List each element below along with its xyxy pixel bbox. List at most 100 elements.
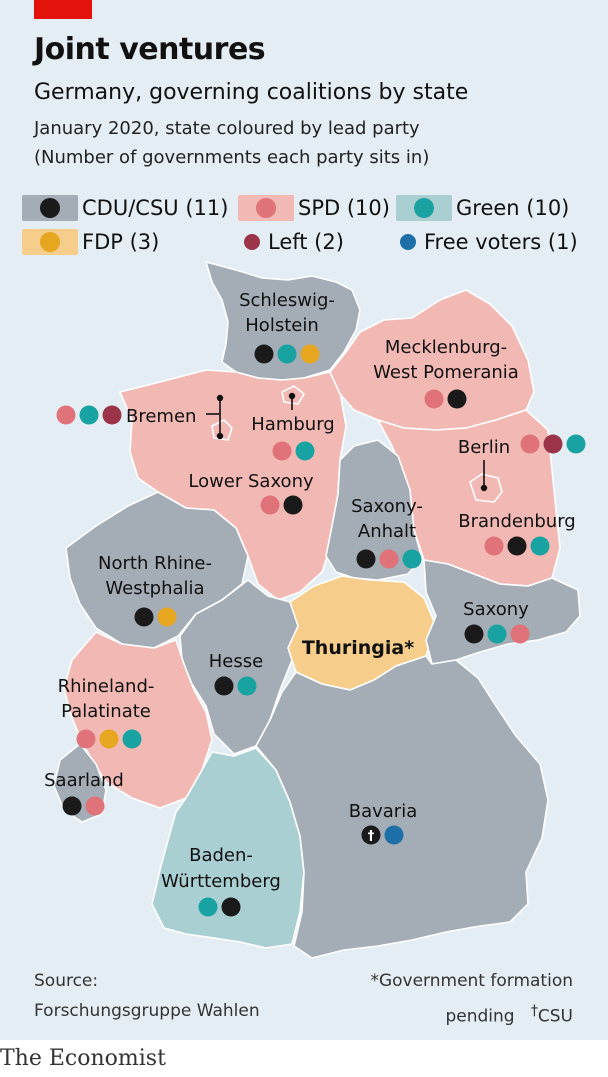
party-dot-saxony-green [487,624,507,644]
party-dot-bremen-green [79,405,99,425]
label-hamburg: Hamburg [251,414,334,435]
state-bavaria [255,655,549,959]
legend-label-cdu: CDU/CSU (11) [82,196,229,220]
label-saxony-anhalt-1: Saxony- [351,496,423,517]
party-dot-schleswig-holstein-fdp [300,344,320,364]
legend-item-green: Green (10) [396,194,569,222]
legend-dot-free-voters [400,234,416,250]
label-schleswig-holstein-1: Schleswig- [239,290,335,311]
state-saxony [423,559,581,665]
csu-dagger-mark: † [368,829,375,844]
legend-item-cdu: CDU/CSU (11) [22,194,228,222]
brand-logo: The Economist [0,1046,166,1071]
party-dot-saxony-anhalt-cdu [356,549,376,569]
germany-map: Schleswig- Holstein Mecklenburg- West Po… [44,261,586,959]
legend-item-left: Left (2) [222,228,344,256]
footnote: *Government formation pending †CSU [344,966,573,1032]
party-dot-north-rhine-westphalia-cdu [134,607,154,627]
state-saxony-anhalt [325,439,423,581]
label-saarland: Saarland [44,770,124,791]
party-dot-lower-saxony-spd [260,495,280,515]
label-hesse: Hesse [209,651,263,672]
dagger-mark: † [530,1003,538,1019]
label-lower-saxony: Lower Saxony [188,471,314,492]
footnote-line-1: *Government formation [370,971,573,991]
label-saxony: Saxony [463,599,529,620]
source-name: Forschungsgruppe Wahlen [34,1001,260,1021]
party-dot-hamburg-green [295,441,315,461]
legend-item-spd: SPD (10) [238,194,390,222]
footnote-line-2: pending †CSU [445,1003,573,1027]
legend-label-fdp: FDP (3) [82,230,160,254]
party-dot-mecklenburg-west-pomerania-cdu [447,389,467,409]
hamburg-leader-dot [288,392,296,400]
party-dot-schleswig-holstein-cdu [254,344,274,364]
party-dot-hesse-cdu [214,676,234,696]
party-dot-lower-saxony-cdu [283,495,303,515]
state-schleswig-holstein [205,261,361,381]
party-dot-saarland-cdu [62,796,82,816]
party-dot-mecklenburg-west-pomerania-spd [424,389,444,409]
chart-title: Joint ventures [34,32,266,67]
legend-label-spd: SPD (10) [298,196,390,220]
party-dot-saxony-cdu [464,624,484,644]
label-thuringia: Thuringia* [302,637,414,659]
party-dot-brandenburg-cdu [507,536,527,556]
label-baden-wurttemberg-1: Baden- [189,845,253,866]
party-dot-rhineland-palatinate-green [122,729,142,749]
party-dot-bavaria-fw [384,825,404,845]
label-rhineland-palatinate-1: Rhineland- [58,676,155,697]
label-north-rhine-westphalia-1: North Rhine- [98,553,212,574]
party-dot-brandenburg-green [530,536,550,556]
legend-swatch-cdu [22,195,78,221]
party-dot-brandenburg-spd [484,536,504,556]
party-dot-berlin-left [543,434,563,454]
bremen-leader-dot [216,432,224,440]
party-dot-saxony-spd [510,624,530,644]
legend-swatch-fdp [22,229,78,255]
source-note: Source: Forschungsgruppe Wahlen [34,966,260,1026]
chart-subtitle: Germany, governing coalitions by state [34,80,469,105]
party-dot-schleswig-holstein-green [277,344,297,364]
party-dot-rhineland-palatinate-fdp [99,729,119,749]
chart-description-2: (Number of governments each party sits i… [34,147,430,168]
party-dot-berlin-spd [520,434,540,454]
party-dot-saxony-anhalt-green [402,549,422,569]
chart-description-1: January 2020, state coloured by lead par… [34,118,420,139]
legend-swatch-green [396,195,452,221]
label-mecklenburg-1: Mecklenburg- [385,337,507,358]
label-baden-wurttemberg-2: Württemberg [161,871,281,892]
coalition-dots: † [56,344,586,917]
legend-label-left: Left (2) [268,230,344,254]
berlin-leader-dot [480,484,488,492]
legend-dot-left [244,234,260,250]
label-schleswig-holstein-2: Holstein [245,315,318,336]
party-dot-berlin-green [566,434,586,454]
legend-item-free-voters: Free voters (1) [378,228,578,256]
party-dot-north-rhine-westphalia-fdp [157,607,177,627]
leader-lines [206,392,488,492]
party-dot-hesse-green [237,676,257,696]
source-label: Source: [34,971,99,991]
party-dot-saarland-spd [85,796,105,816]
party-dot-bremen-left [102,405,122,425]
label-north-rhine-westphalia-2: Westphalia [105,578,204,599]
party-dot-bavaria-csu [361,825,381,845]
label-bavaria: Bavaria [349,801,418,822]
legend-item-fdp: FDP (3) [22,228,159,256]
brand-red-bar [34,0,92,19]
label-berlin: Berlin [458,437,510,458]
party-dot-bremen-spd [56,405,76,425]
state-baden-wurttemberg [151,747,305,949]
legend-label-free-voters: Free voters (1) [424,230,578,254]
label-saxony-anhalt-2: Anhalt [358,521,416,542]
label-bremen: Bremen [126,406,196,427]
label-mecklenburg-2: West Pomerania [373,362,519,383]
party-dot-baden-wurttemberg-cdu [221,897,241,917]
party-dot-hamburg-spd [272,441,292,461]
legend-swatch-spd [238,195,294,221]
label-rhineland-palatinate-2: Palatinate [61,701,151,722]
bremen-leader-dot [216,394,224,402]
legend-label-green: Green (10) [456,196,570,220]
party-dot-baden-wurttemberg-green [198,897,218,917]
